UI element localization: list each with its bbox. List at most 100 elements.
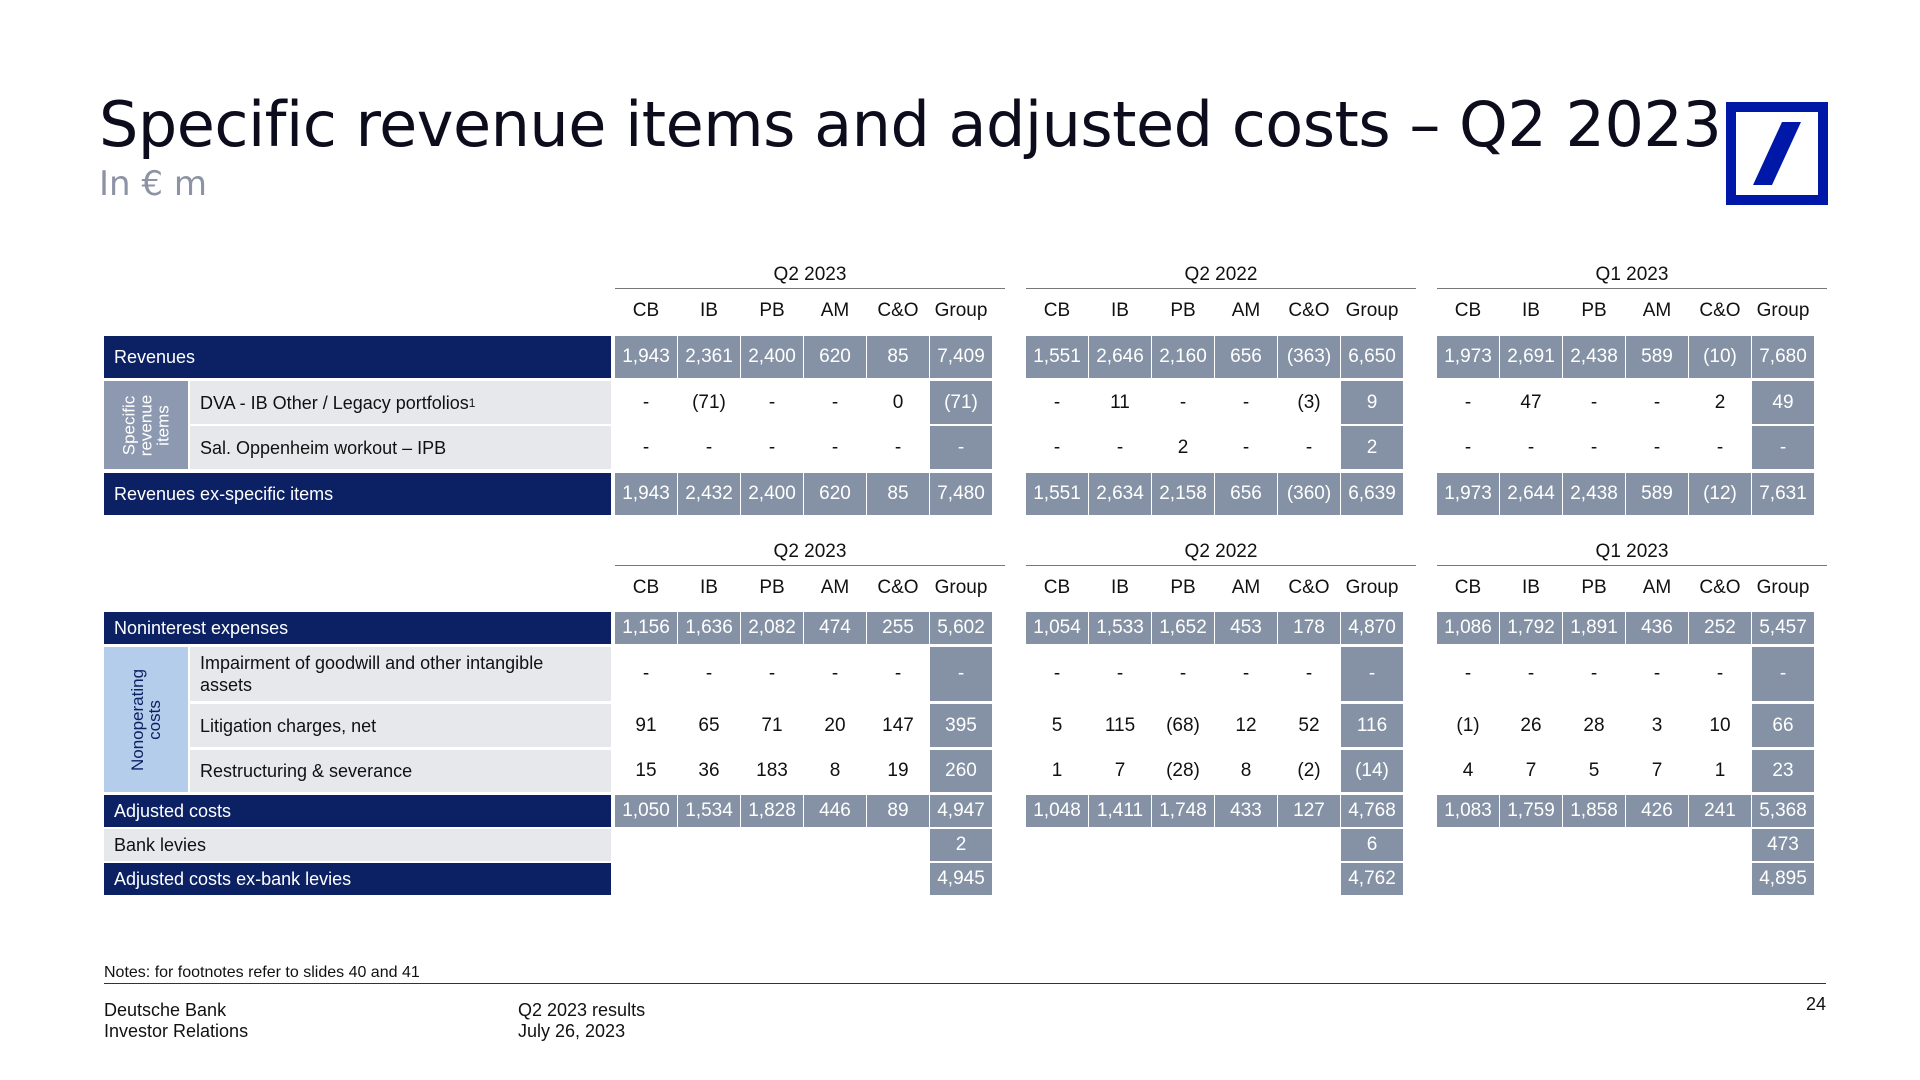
value-cell: (71) (692, 391, 726, 413)
value-cell: - (831, 436, 839, 458)
value-cell: 4 (1462, 760, 1474, 781)
value-cell: (28) (1166, 760, 1200, 781)
column-header: C&O (1699, 300, 1741, 321)
value-cell: 66 (1752, 704, 1814, 747)
row-label: Bank levies (104, 829, 611, 861)
value-cell: (14) (1341, 750, 1403, 792)
value-cell: 2 (930, 829, 992, 861)
row-label-text: DVA - IB Other / Legacy portfolios (200, 392, 469, 413)
value-cell: 1,652 (1152, 612, 1214, 644)
value-cell: - (1590, 436, 1598, 458)
value-cell: 1,048 (1026, 795, 1088, 827)
value-cell: 395 (930, 704, 992, 747)
value-cell: 453 (1215, 612, 1277, 644)
value-cell: 28 (1583, 714, 1605, 736)
value-cell: 4,762 (1341, 863, 1403, 895)
value-cell: 85 (867, 473, 929, 515)
value-cell: - (1305, 436, 1313, 458)
value-cell: 2,400 (741, 473, 803, 515)
period-header: Q2 2022 (1026, 541, 1416, 566)
value-cell: 2,438 (1563, 336, 1625, 378)
value-cell: 36 (698, 760, 720, 781)
value-cell: 85 (867, 336, 929, 378)
row-label: Adjusted costs ex-bank levies (104, 863, 611, 895)
value-cell: - (1179, 391, 1187, 413)
specific-revenue-items-sidebar: Specific revenue items (104, 381, 188, 469)
value-cell: - (768, 391, 776, 413)
value-cell: 11 (1110, 391, 1130, 413)
notes-text: Notes: for footnotes refer to slides 40 … (104, 964, 420, 981)
value-cell: - (1116, 663, 1124, 684)
value-cell: - (1242, 391, 1250, 413)
value-cell: 12 (1235, 714, 1257, 736)
page-subtitle: In € m (99, 164, 207, 204)
column-header: C&O (877, 577, 919, 598)
value-cell: 9 (1341, 381, 1403, 424)
value-cell: 7,631 (1752, 473, 1814, 515)
value-cell: - (1305, 663, 1313, 684)
value-cell: 2,400 (741, 336, 803, 378)
value-cell: 127 (1278, 795, 1340, 827)
value-cell: (10) (1689, 336, 1751, 378)
value-cell: 260 (930, 750, 992, 792)
value-cell: 656 (1215, 336, 1277, 378)
value-cell: 473 (1752, 829, 1814, 861)
value-cell: 7 (1651, 760, 1663, 781)
value-cell: 5,602 (930, 612, 992, 644)
value-cell: 4,945 (930, 863, 992, 895)
value-cell: 115 (1104, 714, 1136, 736)
column-header: CB (632, 577, 660, 598)
value-cell: 1,973 (1437, 336, 1499, 378)
value-cell: 116 (1341, 704, 1403, 747)
value-cell: 71 (761, 714, 783, 736)
value-cell: 2,361 (678, 336, 740, 378)
value-cell: 433 (1215, 795, 1277, 827)
value-cell: 52 (1298, 714, 1320, 736)
column-header: PB (1581, 300, 1607, 321)
value-cell: 1,759 (1500, 795, 1562, 827)
value-cell: 5 (1588, 760, 1600, 781)
column-header: AM (1231, 300, 1261, 321)
row-label-text: Noninterest expenses (114, 617, 289, 638)
value-cell: 1,533 (1089, 612, 1151, 644)
value-cell: 589 (1626, 473, 1688, 515)
value-cell: 7 (1114, 760, 1126, 781)
value-cell: 2,691 (1500, 336, 1562, 378)
value-cell: 0 (892, 391, 904, 413)
period-header: Q2 2023 (615, 264, 1005, 289)
nonoperating-costs-sidebar: Nonoperating costs (104, 647, 188, 792)
period-header: Q2 2022 (1026, 264, 1416, 289)
deutsche-bank-logo (1726, 102, 1828, 205)
value-cell: 2,644 (1500, 473, 1562, 515)
row-label-text: Adjusted costs (114, 800, 232, 821)
value-cell: 589 (1626, 336, 1688, 378)
value-cell: 1,534 (678, 795, 740, 827)
value-cell: 2,634 (1089, 473, 1151, 515)
value-cell: 1,943 (615, 473, 677, 515)
value-cell: 1,551 (1026, 473, 1088, 515)
column-header: IB (700, 577, 718, 598)
value-cell: - (1464, 391, 1472, 413)
sidebar-label: Specific revenue items (119, 394, 173, 456)
value-cell: 1,891 (1563, 612, 1625, 644)
value-cell: 8 (829, 760, 841, 781)
column-header: Group (934, 577, 988, 598)
value-cell: 7,409 (930, 336, 992, 378)
column-header: CB (1043, 577, 1071, 598)
value-cell: - (894, 663, 902, 684)
value-cell: (360) (1278, 473, 1340, 515)
column-header: C&O (877, 300, 919, 321)
slash-logo-icon (1753, 122, 1801, 185)
value-cell: 1,748 (1152, 795, 1214, 827)
value-cell: 1,411 (1089, 795, 1151, 827)
value-cell: - (831, 663, 839, 684)
value-cell: (68) (1166, 714, 1200, 736)
value-cell: - (1653, 663, 1661, 684)
period-header: Q1 2023 (1437, 264, 1827, 289)
value-cell: 7 (1525, 760, 1537, 781)
footnote-marker: 1 (468, 395, 476, 410)
value-cell: 1,083 (1437, 795, 1499, 827)
value-cell: 6,639 (1341, 473, 1403, 515)
period-header: Q2 2023 (615, 541, 1005, 566)
value-cell: (3) (1297, 391, 1321, 413)
